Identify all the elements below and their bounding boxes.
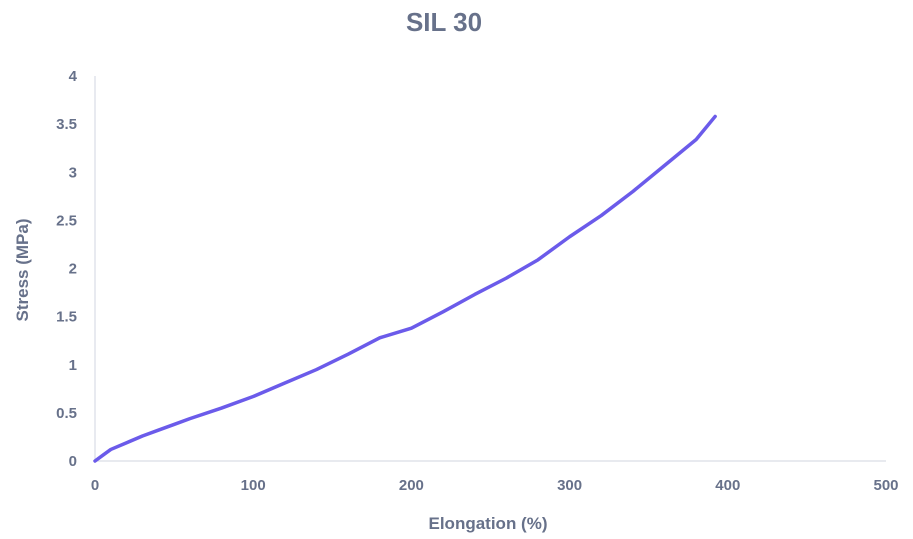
y-tick-label: 2 (69, 261, 77, 278)
x-ticks: 0 100 200 300 400 500 (91, 477, 899, 494)
y-tick-label: 4 (69, 68, 78, 85)
series-layer (93, 114, 717, 463)
y-tick-label: 2.5 (56, 212, 77, 229)
x-tick-label: 400 (715, 477, 740, 494)
chart-title: SIL 30 (406, 7, 482, 37)
x-tick-label: 500 (873, 477, 898, 494)
y-tick-label: 3 (69, 164, 77, 181)
y-axis-label: Stress (MPa) (13, 219, 32, 322)
x-tick-label: 300 (557, 477, 582, 494)
series-line (93, 114, 717, 463)
y-tick-label: 1.5 (56, 309, 77, 326)
x-tick-label: 0 (91, 477, 99, 494)
x-tick-label: 200 (399, 477, 424, 494)
y-ticks: 0 0.5 1 1.5 2 2.5 3 3.5 4 (56, 68, 78, 470)
x-tick-label: 100 (241, 477, 266, 494)
y-tick-label: 3.5 (56, 116, 77, 133)
x-axis-label: Elongation (%) (429, 514, 548, 533)
y-tick-label: 0.5 (56, 405, 77, 422)
y-tick-label: 1 (69, 357, 77, 374)
y-tick-label: 0 (69, 453, 77, 470)
